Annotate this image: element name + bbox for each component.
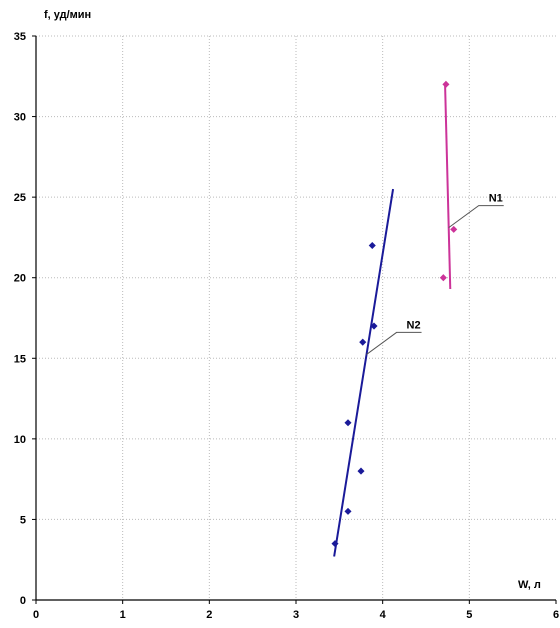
annotation-leader xyxy=(366,331,422,355)
series-n1 xyxy=(439,80,458,290)
data-point xyxy=(368,241,376,250)
annotation-label: N2 xyxy=(407,319,421,331)
x-axis-label: W, л xyxy=(518,579,541,591)
axes xyxy=(32,35,557,604)
y-tick-label: 15 xyxy=(14,353,26,365)
series-layer: N1 N2 xyxy=(331,80,504,557)
x-tick-label: 1 xyxy=(120,609,126,621)
fit-line-n2 xyxy=(333,188,395,557)
y-axis-label: f, уд/мин xyxy=(44,9,91,21)
annotation-label: N1 xyxy=(489,193,503,205)
grid xyxy=(36,35,556,600)
tick-labels: 0 1 2 3 4 5 6 0 5 10 15 20 25 30 35 xyxy=(14,31,559,621)
data-point xyxy=(450,225,458,233)
data-point xyxy=(331,540,339,548)
data-point xyxy=(359,338,367,346)
annotation-n2: N2 xyxy=(366,319,422,355)
y-tick-label: 35 xyxy=(14,31,26,43)
y-tick-label: 0 xyxy=(20,595,26,607)
series-n2 xyxy=(331,188,395,557)
data-point xyxy=(344,419,352,427)
x-tick-label: 6 xyxy=(553,609,559,621)
fit-line-n1 xyxy=(444,84,452,290)
annotation-leader xyxy=(448,205,504,229)
y-tick-label: 20 xyxy=(14,273,26,285)
y-tick-label: 30 xyxy=(14,112,26,124)
x-tick-label: 4 xyxy=(380,609,387,621)
y-tick-label: 10 xyxy=(14,434,26,446)
y-tick-label: 25 xyxy=(14,192,26,204)
annotation-n1: N1 xyxy=(448,193,504,229)
data-point xyxy=(370,322,378,330)
x-tick-label: 3 xyxy=(293,609,299,621)
x-tick-label: 2 xyxy=(206,609,212,621)
data-point xyxy=(344,507,352,515)
data-point xyxy=(439,274,447,282)
y-tick-label: 5 xyxy=(20,514,26,526)
x-tick-label: 5 xyxy=(466,609,472,621)
data-point xyxy=(442,80,450,88)
data-point xyxy=(357,467,365,475)
x-tick-label: 0 xyxy=(33,609,39,621)
